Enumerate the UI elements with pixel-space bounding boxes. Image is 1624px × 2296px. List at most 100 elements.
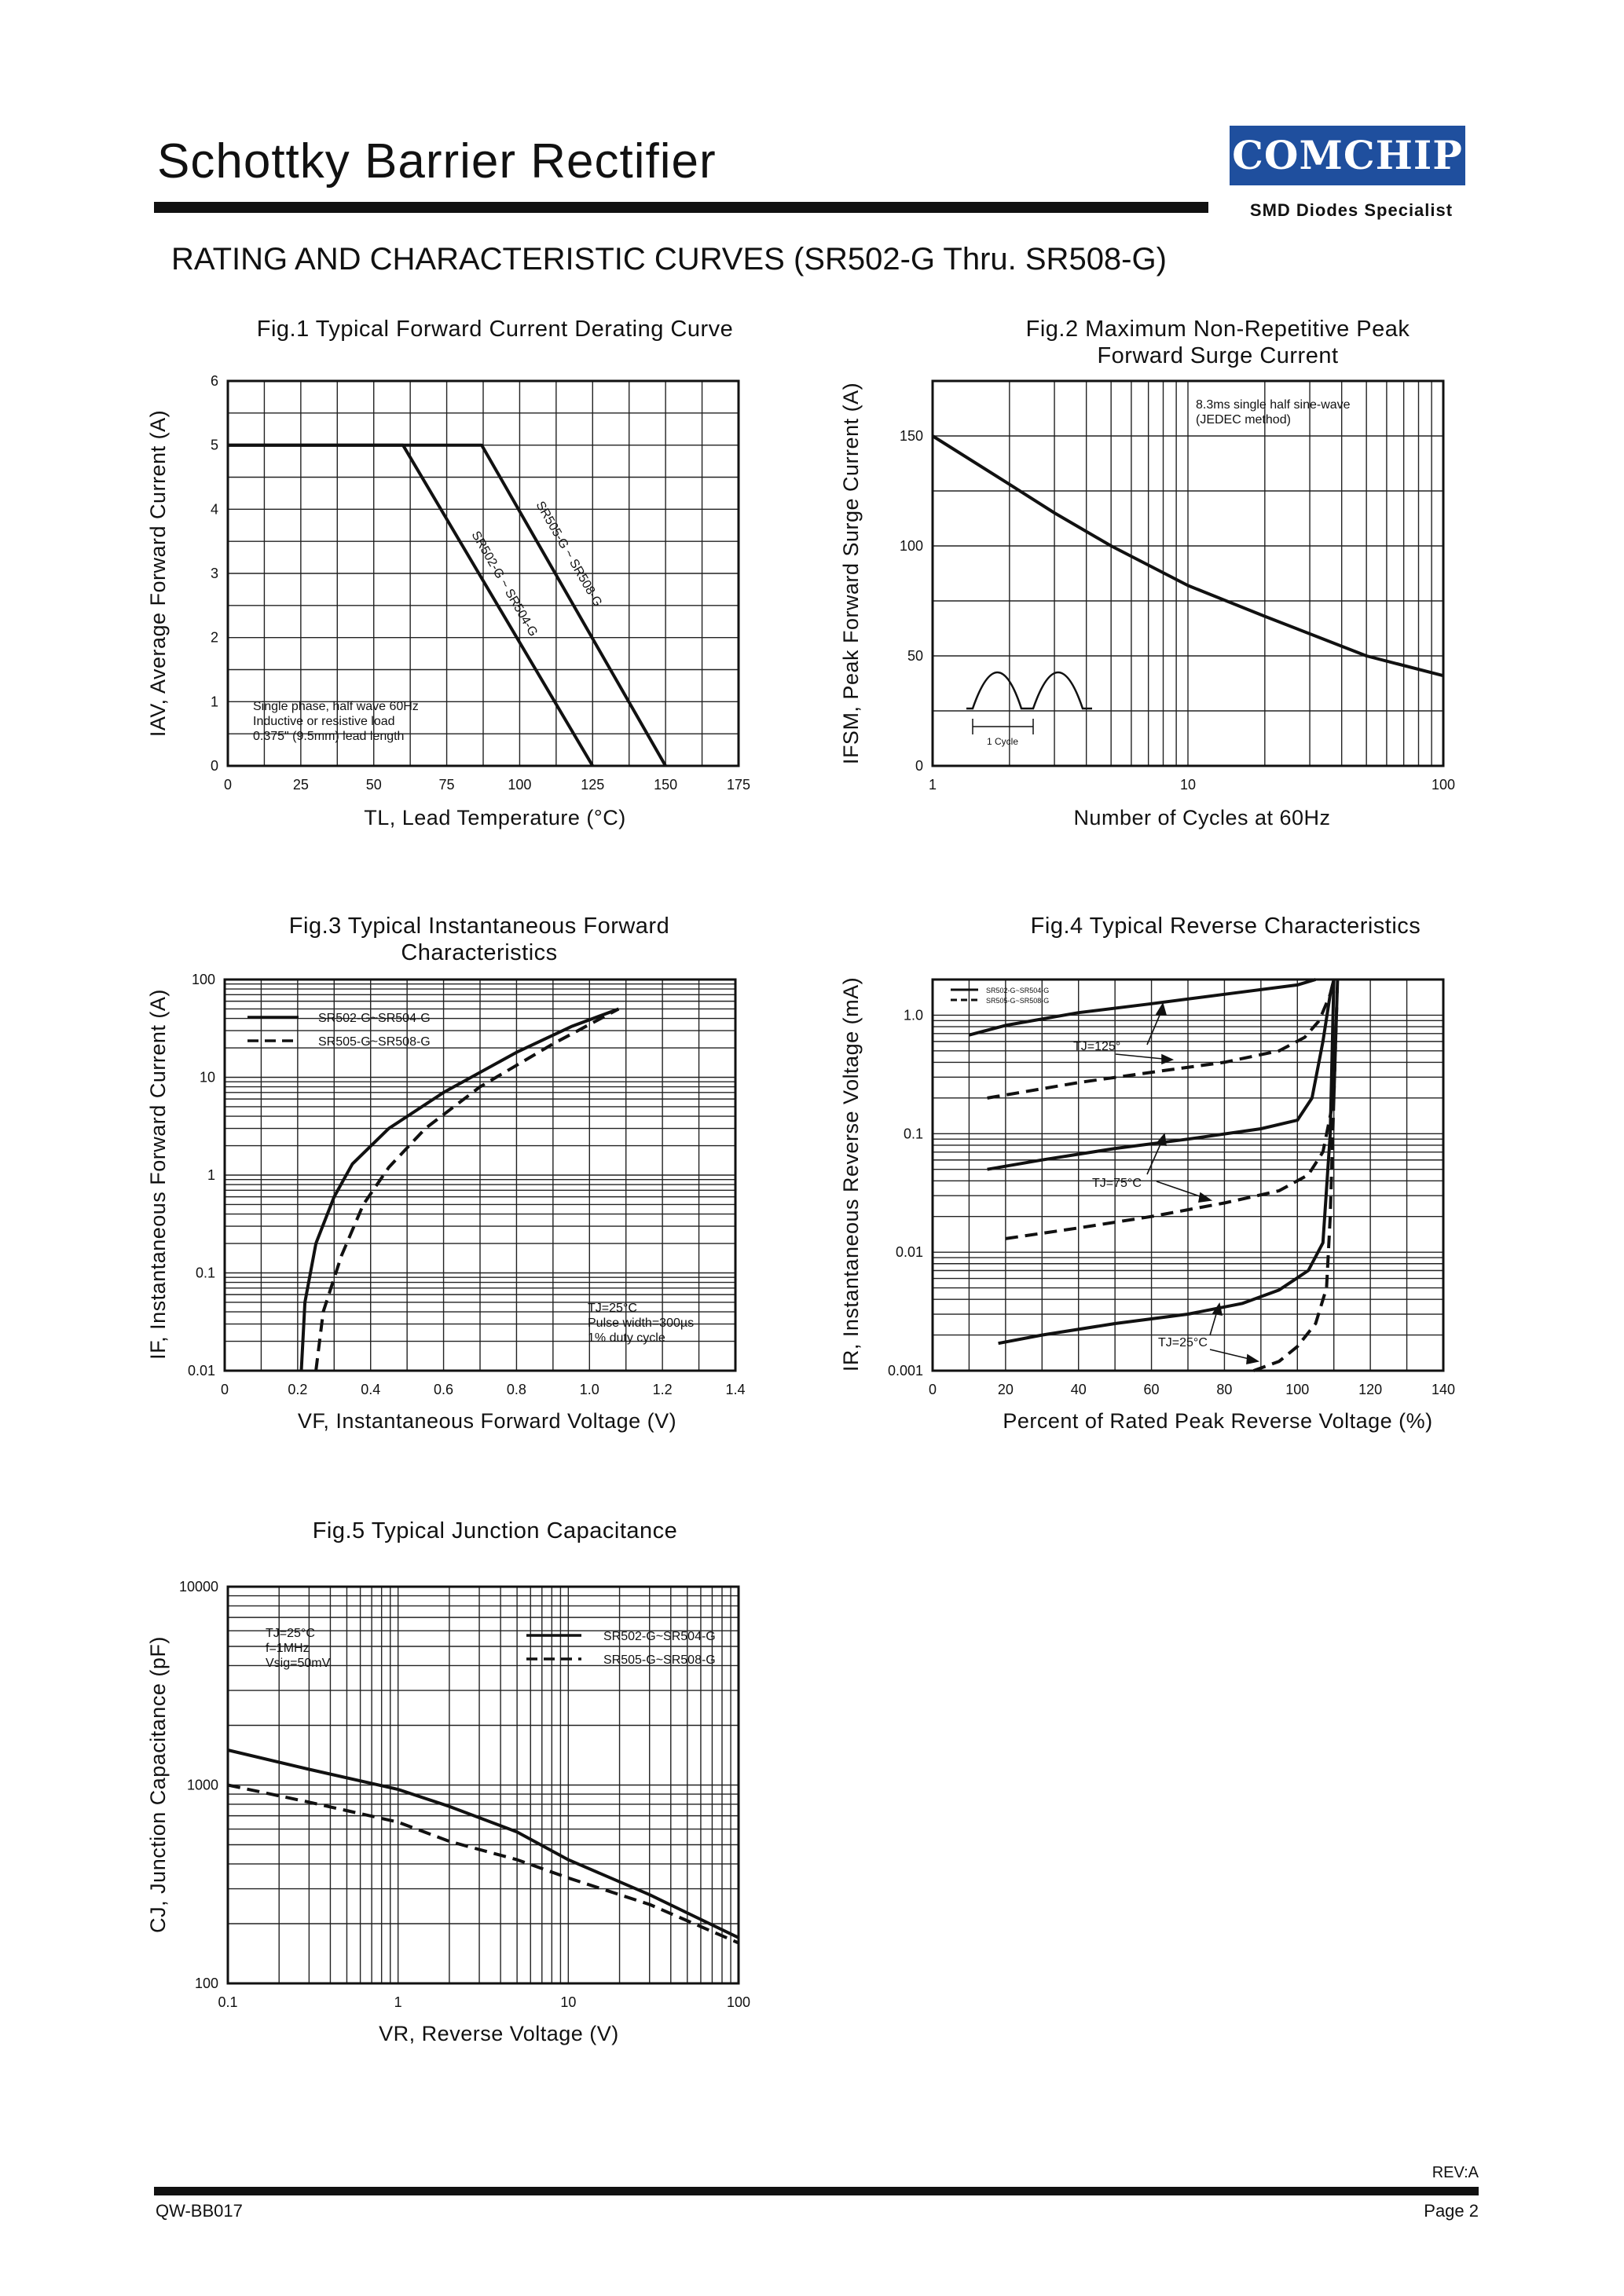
fig4-legend — [951, 988, 978, 1002]
fig5-x-tick-label: 1 — [394, 1994, 402, 2010]
footer-rule — [154, 2187, 1479, 2195]
fig2-x-tick-label: 10 — [1180, 777, 1196, 793]
fig3-x-tick-label: 0.2 — [288, 1382, 307, 1397]
fig2-chart: Fig.2 Maximum Non-Repetitive Peak Forwar… — [839, 317, 1455, 829]
fig1-x-tick-label: 100 — [508, 777, 531, 793]
fig4-series-4-line — [1005, 979, 1340, 1240]
section-subtitle: RATING AND CHARACTERISTIC CURVES (SR502-… — [171, 242, 1167, 276]
fig4-gridlines — [932, 979, 1444, 1371]
fig2-x-axis-label: Number of Cycles at 60Hz — [1073, 806, 1330, 829]
fig2-sine-inset — [966, 672, 1092, 734]
fig3-note-1: TJ=25°C — [588, 1302, 637, 1315]
fig3-note-3: 1% duty cycle — [588, 1331, 665, 1345]
fig5-legend-label-2: SR505-G~SR508-G — [603, 1653, 716, 1667]
fig1-frame — [226, 379, 740, 767]
fig5-x-tick-label: 0.1 — [218, 1994, 237, 2010]
fig3-y-tick-label: 1 — [207, 1167, 215, 1183]
fig4-x-tick-label: 120 — [1358, 1382, 1382, 1397]
fig4-series-2-line — [987, 979, 1336, 1100]
fig4-pointer-arrows — [1115, 1002, 1260, 1365]
fig5-x-tick-label: 100 — [727, 1994, 750, 2010]
fig5-y-tick-label: 100 — [195, 1976, 218, 1991]
fig4-y-tick-label: 0.001 — [888, 1363, 923, 1379]
fig1-y-tick-label: 3 — [211, 566, 218, 581]
fig2-gridlines — [932, 380, 1443, 767]
fig2-y-tick-label: 150 — [900, 428, 923, 444]
fig3-note-2: Pulse width=300µs — [588, 1316, 694, 1330]
fig1-note-1: Single phase, half wave 60Hz — [253, 700, 419, 713]
fig1-x-tick-label: 0 — [224, 777, 232, 793]
fig5-y-tick-label: 10000 — [179, 1579, 218, 1595]
fig1-y-axis-label: IAV, Average Forward Current (A) — [146, 410, 170, 737]
fig4-y-tick-label: 1.0 — [904, 1007, 923, 1023]
fig5-y-axis-label: CJ, Junction Capacitance (pF) — [146, 1636, 170, 1933]
fig3-x-tick-label: 1.2 — [653, 1382, 673, 1397]
fig5-y-tick-label: 1000 — [187, 1778, 218, 1793]
fig3-frame — [223, 978, 737, 1372]
fig1-plot-area: 0 25 50 75 100 125 150 175 0 1 2 3 4 5 6 — [211, 373, 750, 793]
fig2-y-tick-label: 100 — [900, 538, 923, 554]
revision-label: REV:A — [1432, 2164, 1479, 2181]
header-rule — [154, 202, 1208, 213]
fig3-chart: Fig.3 Typical Instantaneous Forward Char… — [146, 914, 746, 1433]
fig1-x-tick-label: 25 — [293, 777, 309, 793]
fig1-note-2: Inductive or resistive load — [253, 715, 395, 728]
fig2-note-2: (JEDEC method) — [1196, 413, 1291, 427]
fig1-y-tick-label: 6 — [211, 373, 218, 389]
fig3-title-line-1: Fig.3 Typical Instantaneous Forward — [289, 914, 669, 939]
fig4-tj25-label: TJ=25°C — [1158, 1336, 1208, 1349]
document-number: QW-BB017 — [156, 2201, 243, 2221]
fig4-x-tick-label: 20 — [998, 1382, 1014, 1397]
fig1-y-tick-label: 2 — [211, 630, 218, 646]
fig3-x-tick-label: 0.6 — [434, 1382, 453, 1397]
fig1-x-tick-label: 150 — [654, 777, 677, 793]
fig4-legend-label-2: SR505-G~SR508-G — [986, 997, 1049, 1005]
fig5-note-3: Vsig=50mV — [266, 1657, 331, 1670]
fig4-title: Fig.4 Typical Reverse Characteristics — [1031, 914, 1421, 939]
fig1-x-tick-label: 75 — [439, 777, 455, 793]
fig4-series-1-line — [968, 978, 1317, 1037]
fig4-x-tick-label: 60 — [1144, 1382, 1160, 1397]
fig2-frame — [931, 379, 1445, 767]
fig1-x-tick-label: 175 — [727, 777, 750, 793]
fig3-y-tick-label: 0.01 — [188, 1363, 215, 1379]
fig1-curve-label-a: SR502-G ~ SR504-G — [469, 529, 541, 639]
fig5-legend — [526, 1634, 581, 1661]
fig3-legend-label-2: SR505-G~SR508-G — [318, 1035, 431, 1049]
fig4-plot-area: 0 20 40 60 80 100 120 140 0.001 0.01 0.1 1.0 — [888, 978, 1455, 1397]
fig2-y-tick-label: 0 — [915, 758, 923, 774]
fig4-y-tick-label: 0.1 — [904, 1126, 923, 1141]
brand-logo: COMCHIP — [1230, 126, 1465, 185]
fig3-x-tick-label: 0.4 — [361, 1382, 380, 1397]
fig3-y-tick-label: 0.1 — [196, 1265, 215, 1281]
fig3-x-tick-label: 0 — [221, 1382, 229, 1397]
fig3-x-tick-label: 1.0 — [580, 1382, 599, 1397]
fig3-series-1-line — [299, 1007, 620, 1371]
fig5-x-tick-label: 10 — [560, 1994, 576, 2010]
fig4-x-axis-label: Percent of Rated Peak Reverse Voltage (%… — [1003, 1409, 1432, 1433]
fig2-note-1: 8.3ms single half sine-wave — [1196, 398, 1351, 412]
fig4-legend-label-1: SR502-G~SR504-G — [986, 987, 1049, 994]
fig2-y-axis-label: IFSM, Peak Forward Surge Current (A) — [839, 383, 863, 764]
fig4-frame — [931, 978, 1445, 1372]
fig2-series-1-line — [931, 434, 1444, 678]
fig3-y-tick-label: 100 — [192, 972, 215, 987]
fig4-x-tick-label: 0 — [929, 1382, 937, 1397]
fig2-plot-area: 1 10 100 0 50 100 150 — [900, 379, 1455, 793]
fig5-note-1: TJ=25°C — [266, 1627, 315, 1640]
fig1-chart: Fig.1 Typical Forward Current Derating C… — [146, 317, 750, 829]
page-title: Schottky Barrier Rectifier — [157, 134, 717, 189]
fig1-x-tick-label: 50 — [366, 777, 382, 793]
fig5-chart: Fig.5 Typical Junction Capacitance 0.1 1 1… — [146, 1518, 750, 2045]
fig5-series-1-line — [227, 1749, 739, 1939]
fig4-x-tick-label: 100 — [1285, 1382, 1309, 1397]
fig4-x-tick-label: 40 — [1071, 1382, 1087, 1397]
fig5-series-2-line — [227, 1783, 739, 1945]
fig5-plot-area: 0.1 1 10 100 100 1000 10000 — [179, 1579, 750, 2010]
fig4-x-tick-label: 140 — [1432, 1382, 1455, 1397]
fig3-plot-area: 0 0.2 0.4 0.6 0.8 1.0 1.2 1.4 0.01 0.1 1 10 100 — [188, 972, 746, 1397]
fig2-title-line-2: Forward Surge Current — [1097, 343, 1338, 368]
fig5-title: Fig.5 Typical Junction Capacitance — [313, 1518, 678, 1543]
fig3-x-tick-label: 1.4 — [725, 1382, 745, 1397]
fig1-x-tick-label: 125 — [581, 777, 604, 793]
